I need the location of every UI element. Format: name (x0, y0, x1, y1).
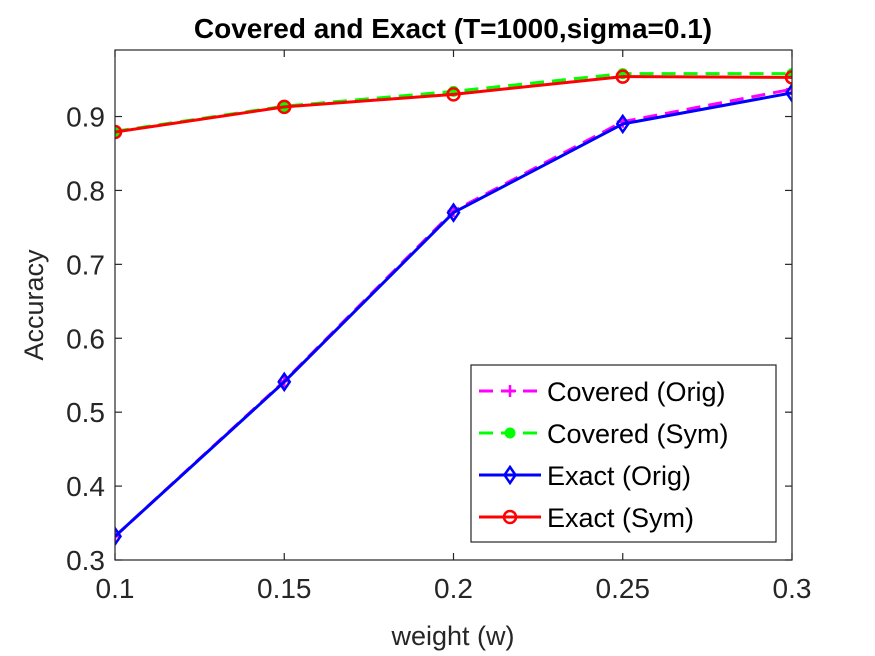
legend-entry: Exact (Sym) (479, 503, 694, 533)
x-tick-label: 0.2 (434, 573, 473, 604)
y-tick-label: 0.4 (66, 471, 105, 502)
legend-marker (502, 509, 518, 525)
legend-marker (502, 464, 518, 486)
data-point (784, 70, 792, 85)
series-line (115, 75, 792, 134)
x-axis-label: weight (w) (390, 621, 514, 651)
series-line (115, 91, 792, 538)
legend: Covered (Orig) Covered (Sym) Exact (Orig) E… (470, 364, 777, 543)
y-tick-label: 0.8 (66, 175, 105, 206)
legend-entry: Covered (Orig) (479, 377, 726, 407)
y-tick-label: 0.7 (66, 249, 105, 280)
legend-marker (504, 385, 516, 397)
legend-box (470, 364, 777, 543)
data-point (784, 82, 792, 104)
y-tick-label: 0.6 (66, 323, 105, 354)
x-tick-label: 0.1 (96, 573, 135, 604)
data-point (277, 371, 292, 393)
legend-marker (504, 427, 516, 439)
y-tick-label: 0.3 (66, 545, 105, 576)
x-tick-label: 0.3 (773, 573, 812, 604)
legend-label: Covered (Orig) (547, 377, 726, 407)
data-point (446, 87, 461, 102)
x-tick-label: 0.25 (596, 573, 651, 604)
axes-layer: 0.1 0.15 0.2 0.25 0.3 0.3 0.4 0.5 0.6 0.7 0.8 0.9 (66, 49, 812, 604)
chart-title: Covered and Exact (T=1000,sigma=0.1) (194, 13, 712, 44)
legend-entry: Covered (Sym) (479, 419, 729, 449)
data-point (115, 526, 123, 547)
legend-label: Exact (Orig) (547, 461, 691, 491)
y-tick-label: 0.5 (66, 397, 105, 428)
series-exact-orig (115, 82, 792, 547)
data-point (115, 124, 123, 140)
y-axis-label: Accuracy (19, 249, 49, 361)
data-point (615, 69, 630, 84)
legend-entry: Exact (Orig) (479, 461, 691, 491)
series-layer (115, 68, 792, 547)
series-exact-sym (115, 69, 792, 140)
legend-label: Covered (Sym) (547, 419, 729, 449)
data-point (277, 99, 292, 115)
y-tick-label: 0.9 (66, 102, 105, 133)
legend-label: Exact (Sym) (547, 503, 694, 533)
x-tick-label: 0.15 (257, 573, 312, 604)
data-point (446, 202, 461, 223)
data-point (615, 113, 630, 135)
